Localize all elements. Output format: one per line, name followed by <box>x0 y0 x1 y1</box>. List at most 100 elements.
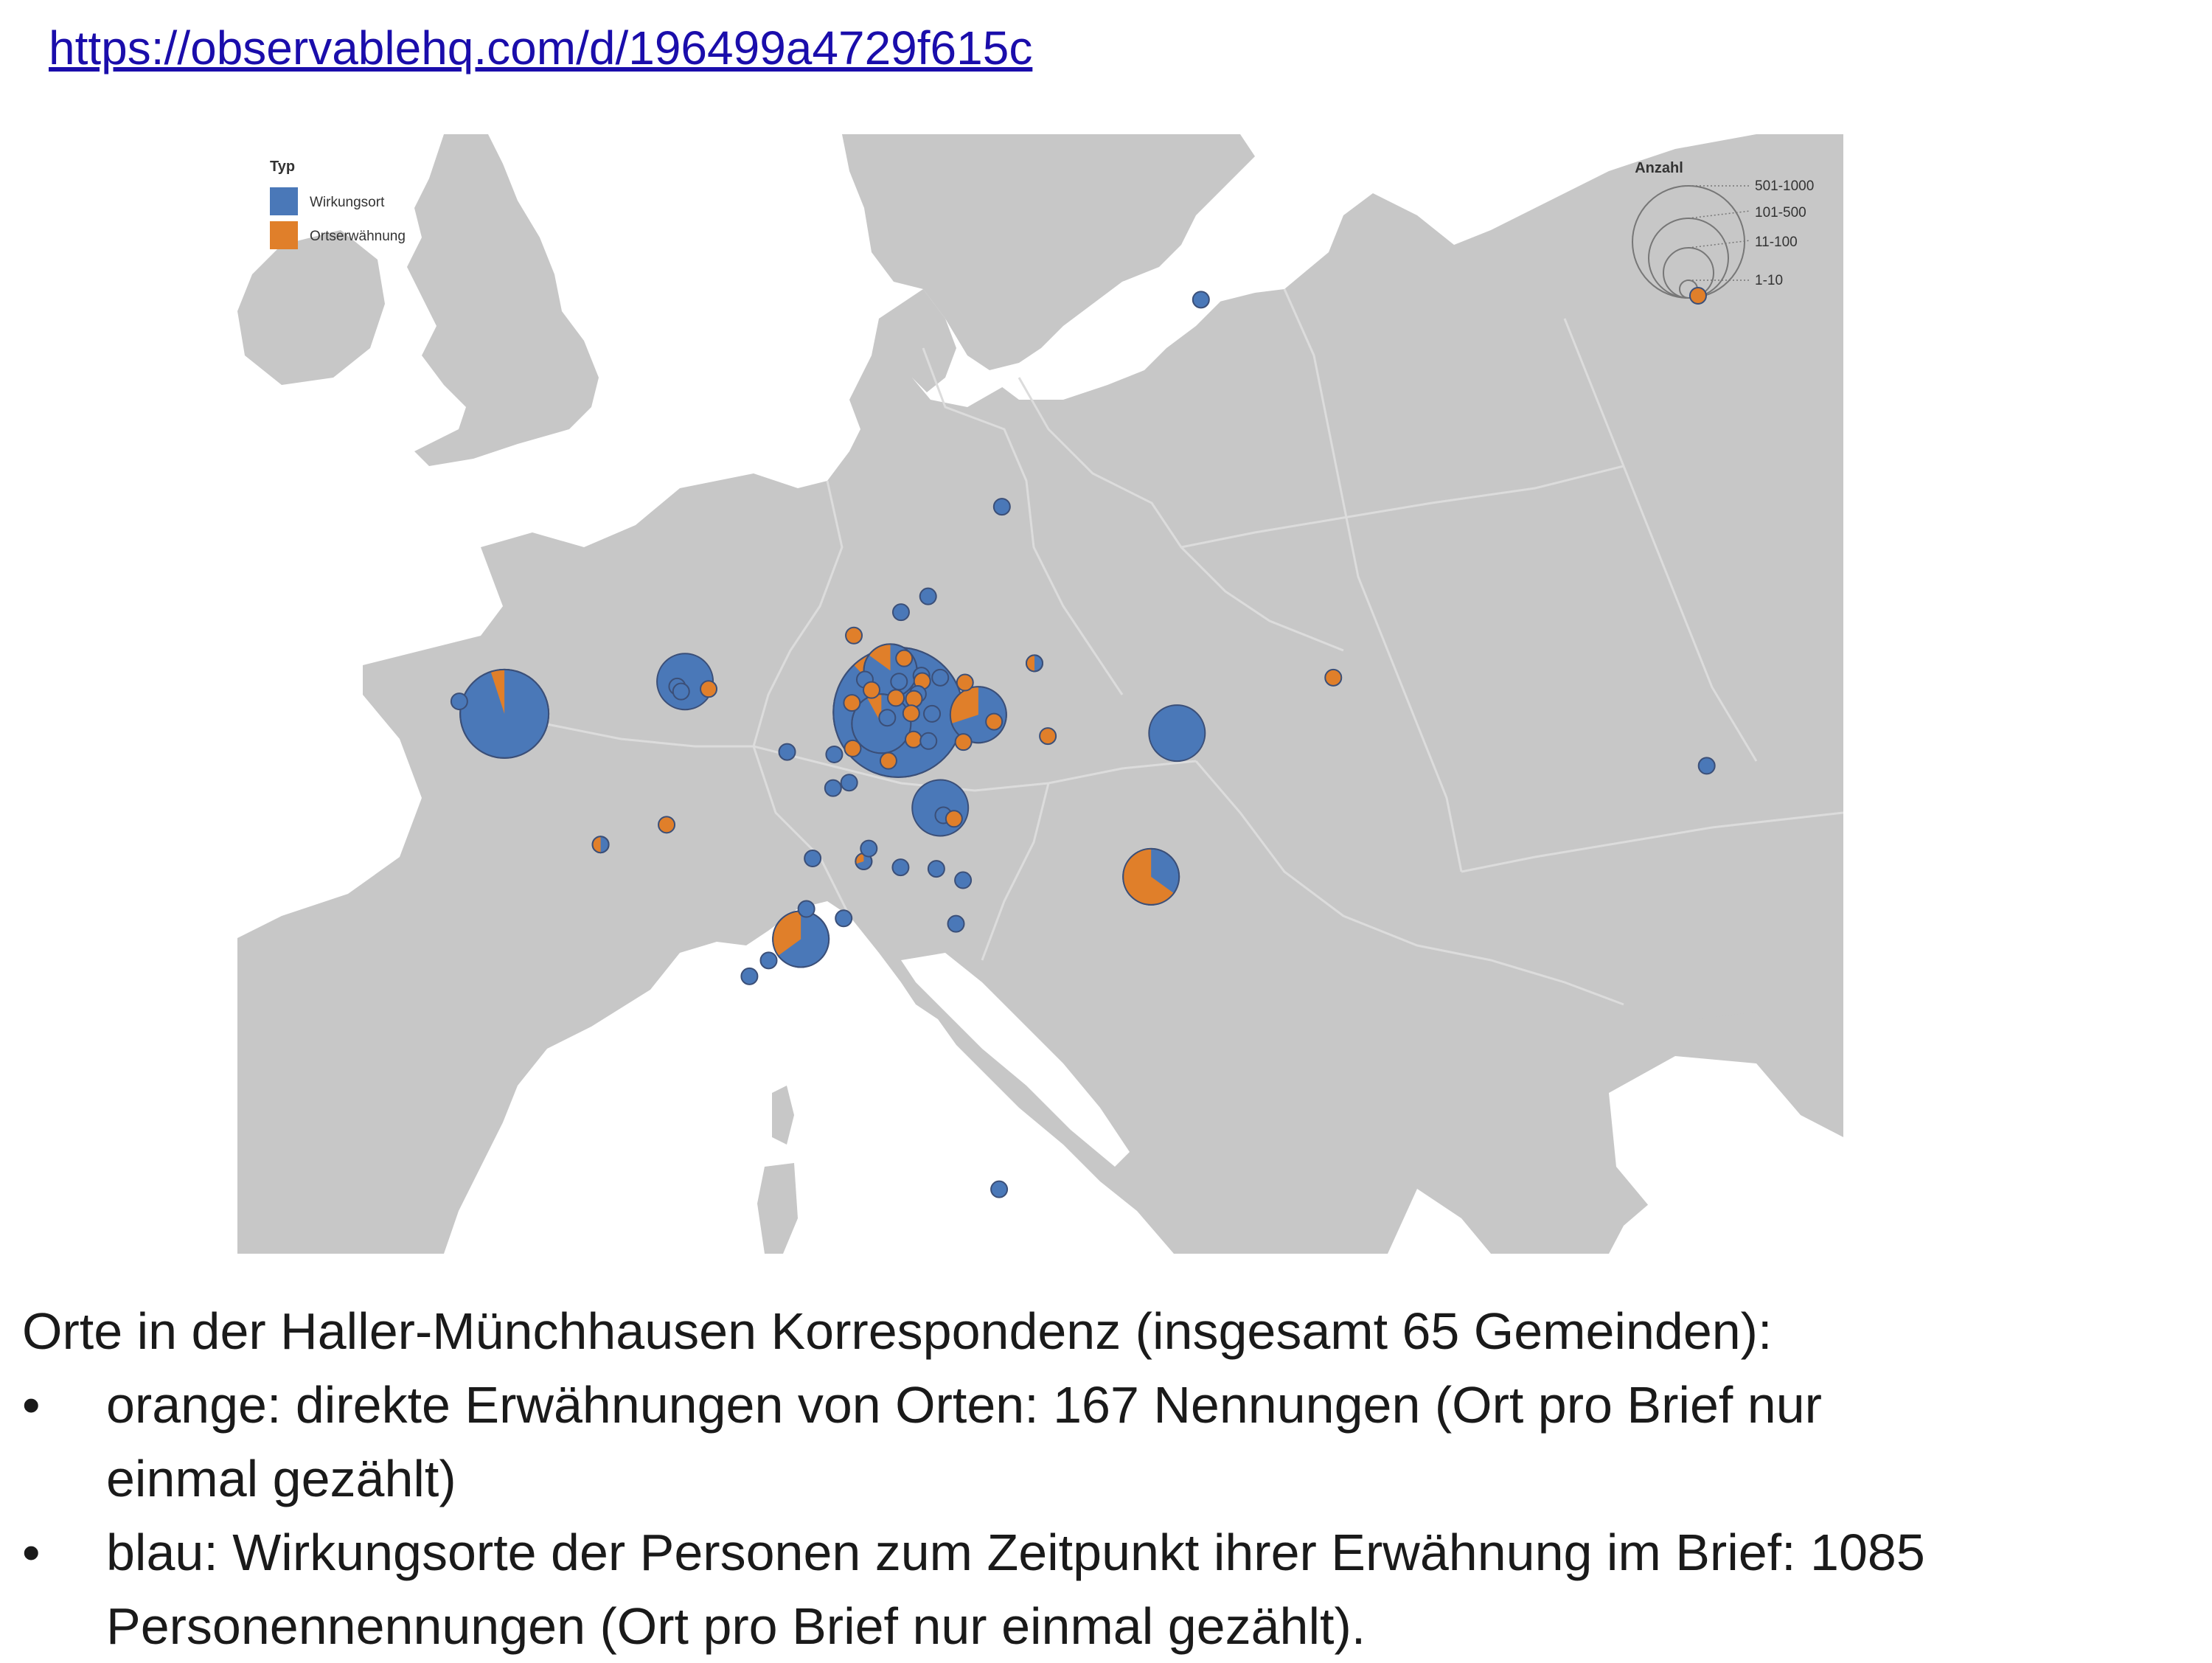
marker-circle <box>797 900 815 918</box>
great-britain <box>407 134 599 466</box>
sardinia <box>757 1163 798 1254</box>
marker-muenchen <box>954 871 973 889</box>
marker-warschau <box>1324 668 1343 687</box>
marker-circle <box>879 751 897 770</box>
border-line <box>1563 318 1758 762</box>
marker-circle <box>904 730 922 749</box>
marker-circle <box>1688 286 1707 305</box>
marker-paderborn <box>843 694 861 712</box>
marker-slice-ortserwaehnung <box>950 687 978 723</box>
marker-circle <box>740 967 759 985</box>
legend-type-title: Typ <box>270 159 295 175</box>
marker-gotha <box>919 732 938 750</box>
observable-link[interactable]: https://observablehq.com/d/196499a4729f6… <box>49 21 1033 74</box>
marker-circle <box>863 681 881 699</box>
legend-label-ortserwaehnung: Ortserwähnung <box>310 229 406 244</box>
marker-circle <box>759 951 778 970</box>
marker-circle <box>804 849 822 867</box>
marker-leiden-sub-2 <box>672 682 690 701</box>
marker-circle <box>891 603 910 622</box>
marker-circle <box>919 587 937 605</box>
ireland <box>237 230 385 385</box>
marker-circle <box>778 743 796 761</box>
border-line <box>1194 760 1624 1006</box>
border-line <box>1283 288 1463 872</box>
border-line <box>753 745 1197 792</box>
marker-circle <box>945 810 963 828</box>
marker-circle <box>990 1180 1009 1198</box>
marker-leipzig <box>985 712 1004 731</box>
border-line <box>752 480 851 917</box>
marker-london <box>459 668 550 759</box>
legend-size-leader <box>1688 210 1751 219</box>
marker-marburg <box>844 739 862 757</box>
marker-leiden-mention <box>700 680 718 698</box>
legend-size-label-3: 11-100 <box>1755 235 1798 250</box>
caption-intro: Orte in der Haller-Münchhausen Korrespon… <box>22 1302 1773 1360</box>
marker-oxford <box>450 692 468 711</box>
marker-circle <box>824 779 842 797</box>
marker-circle <box>843 694 861 712</box>
marker-mainz <box>824 779 842 797</box>
legend-size-leader <box>1688 240 1751 249</box>
caption-bullet-blue: • blau: Wirkungsorte der Personen zum Ze… <box>22 1516 2190 1663</box>
marker-circle <box>954 871 973 889</box>
marker-circle <box>1697 757 1716 775</box>
marker-outline <box>1026 654 1044 673</box>
marker-strassburg <box>804 849 822 867</box>
marker-slice-ortserwaehnung <box>1123 848 1174 905</box>
marker-bonn <box>778 743 796 761</box>
marker-pyrmont <box>863 681 881 699</box>
legend-size-label-4: 1-10 <box>1755 273 1783 288</box>
marker-circle <box>927 860 945 878</box>
legend-size: Anzahl 501-1000 101-500 11-100 1-10 <box>1632 160 1814 299</box>
marker-circle <box>887 689 905 707</box>
marker-hildesheim <box>890 673 908 691</box>
marker-circle <box>956 673 974 692</box>
marker-helmstedt <box>931 668 950 687</box>
marker-fulda <box>879 751 897 770</box>
marker-slice-ortserwaehnung <box>869 644 891 671</box>
marker-circle <box>878 709 897 727</box>
legend-size-title: Anzahl <box>1635 160 1683 176</box>
marker-circle <box>931 668 950 687</box>
marker-circle <box>895 649 914 667</box>
marker-breslau <box>1148 704 1206 763</box>
marker-circle <box>1192 291 1210 309</box>
marker-circle <box>672 682 690 701</box>
marker-stuttgart <box>860 839 878 858</box>
border-line <box>922 347 1124 695</box>
marker-circle <box>905 690 923 708</box>
marker-circle <box>1148 704 1206 763</box>
marker-bern <box>772 910 830 968</box>
marker-circle <box>700 680 718 698</box>
marker-outline <box>949 686 1007 744</box>
marker-circle <box>658 816 676 834</box>
marker-hann-muenden <box>878 709 897 727</box>
marker-circle <box>840 774 858 792</box>
marker-st-petersburg <box>1688 286 1707 305</box>
marker-circle <box>1039 727 1057 746</box>
caption-bullet-line: blau: Wirkungsorte der Personen zum Zeit… <box>106 1524 1925 1581</box>
marker-wien <box>1122 847 1180 906</box>
marker-outline <box>459 668 550 759</box>
corsica <box>772 1086 794 1145</box>
legend-swatch-wirkungsort <box>270 187 298 215</box>
marker-circle <box>891 858 910 877</box>
marker-reims <box>658 816 676 834</box>
marker-nordhausen <box>923 704 942 723</box>
marker-basel <box>797 900 815 918</box>
bullet-dot: • <box>22 1524 41 1581</box>
marker-augsburg <box>927 860 945 878</box>
marker-dresden <box>1039 727 1057 746</box>
europe-map: Typ Wirkungsort Ortserwähnung Anzahl 501… <box>237 134 1843 1254</box>
marker-jena <box>954 733 973 751</box>
marker-zuerich <box>835 909 853 928</box>
marker-slice-ortserwaehnung <box>1026 655 1035 672</box>
caption-bullet-line: orange: direkte Erwähnungen von Orten: 1… <box>106 1376 1822 1434</box>
legend-swatch-ortserwaehnung <box>270 221 298 249</box>
marker-berlin <box>1026 654 1044 673</box>
marker-einbeck <box>887 689 905 707</box>
caption-bullet-line: einmal gezählt) <box>106 1450 456 1507</box>
map-canvas: Typ Wirkungsort Ortserwähnung Anzahl 501… <box>237 134 1843 1254</box>
